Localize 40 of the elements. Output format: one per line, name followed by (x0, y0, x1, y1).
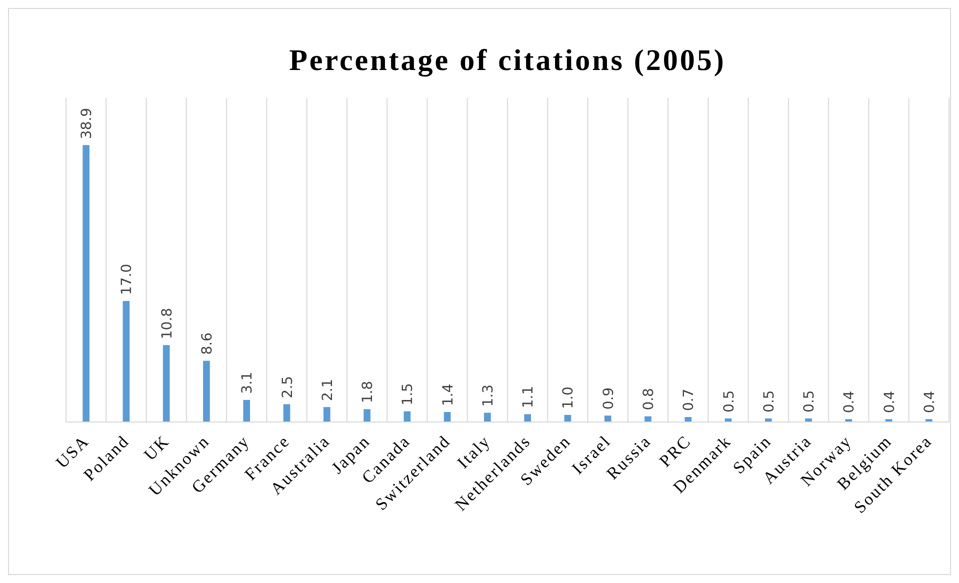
data-label: 0.9 (600, 387, 617, 410)
bar (243, 400, 250, 422)
bar (82, 145, 90, 422)
bar (845, 419, 852, 422)
bar (283, 404, 290, 422)
data-label: 3.1 (240, 372, 256, 394)
data-label: 8.6 (199, 332, 216, 355)
data-label: 1.0 (560, 386, 577, 409)
data-label: 1.1 (520, 386, 537, 408)
bar (684, 417, 692, 422)
bar (404, 411, 411, 422)
bar (484, 412, 491, 422)
data-label: 0.7 (681, 388, 698, 412)
data-label: 0.4 (842, 390, 858, 414)
bar (444, 412, 451, 422)
bar (323, 407, 330, 422)
bar (364, 409, 370, 422)
data-label: 1.5 (400, 383, 416, 406)
bar (203, 360, 210, 422)
data-label: 0.5 (761, 390, 778, 412)
chart-title: Percentage of citations (2005) (289, 44, 726, 77)
bar (926, 419, 932, 422)
data-label: 0.5 (802, 390, 818, 412)
data-label: 2.1 (320, 378, 336, 402)
data-label: 2.5 (280, 376, 296, 398)
bar (162, 345, 170, 422)
bar (644, 416, 652, 422)
data-label: 0.4 (882, 390, 898, 414)
data-label: 38.9 (79, 108, 96, 140)
data-label: 10.8 (159, 308, 176, 340)
data-label: 0.4 (922, 390, 938, 414)
bar (122, 300, 130, 422)
data-label: 0.8 (640, 388, 657, 410)
data-label: 1.4 (440, 384, 456, 406)
data-label: 1.3 (480, 384, 496, 407)
data-label: 17.0 (119, 264, 136, 295)
data-label: 0.5 (721, 390, 738, 412)
bar (604, 416, 612, 422)
data-label: 1.8 (360, 380, 376, 404)
bar (524, 414, 531, 422)
